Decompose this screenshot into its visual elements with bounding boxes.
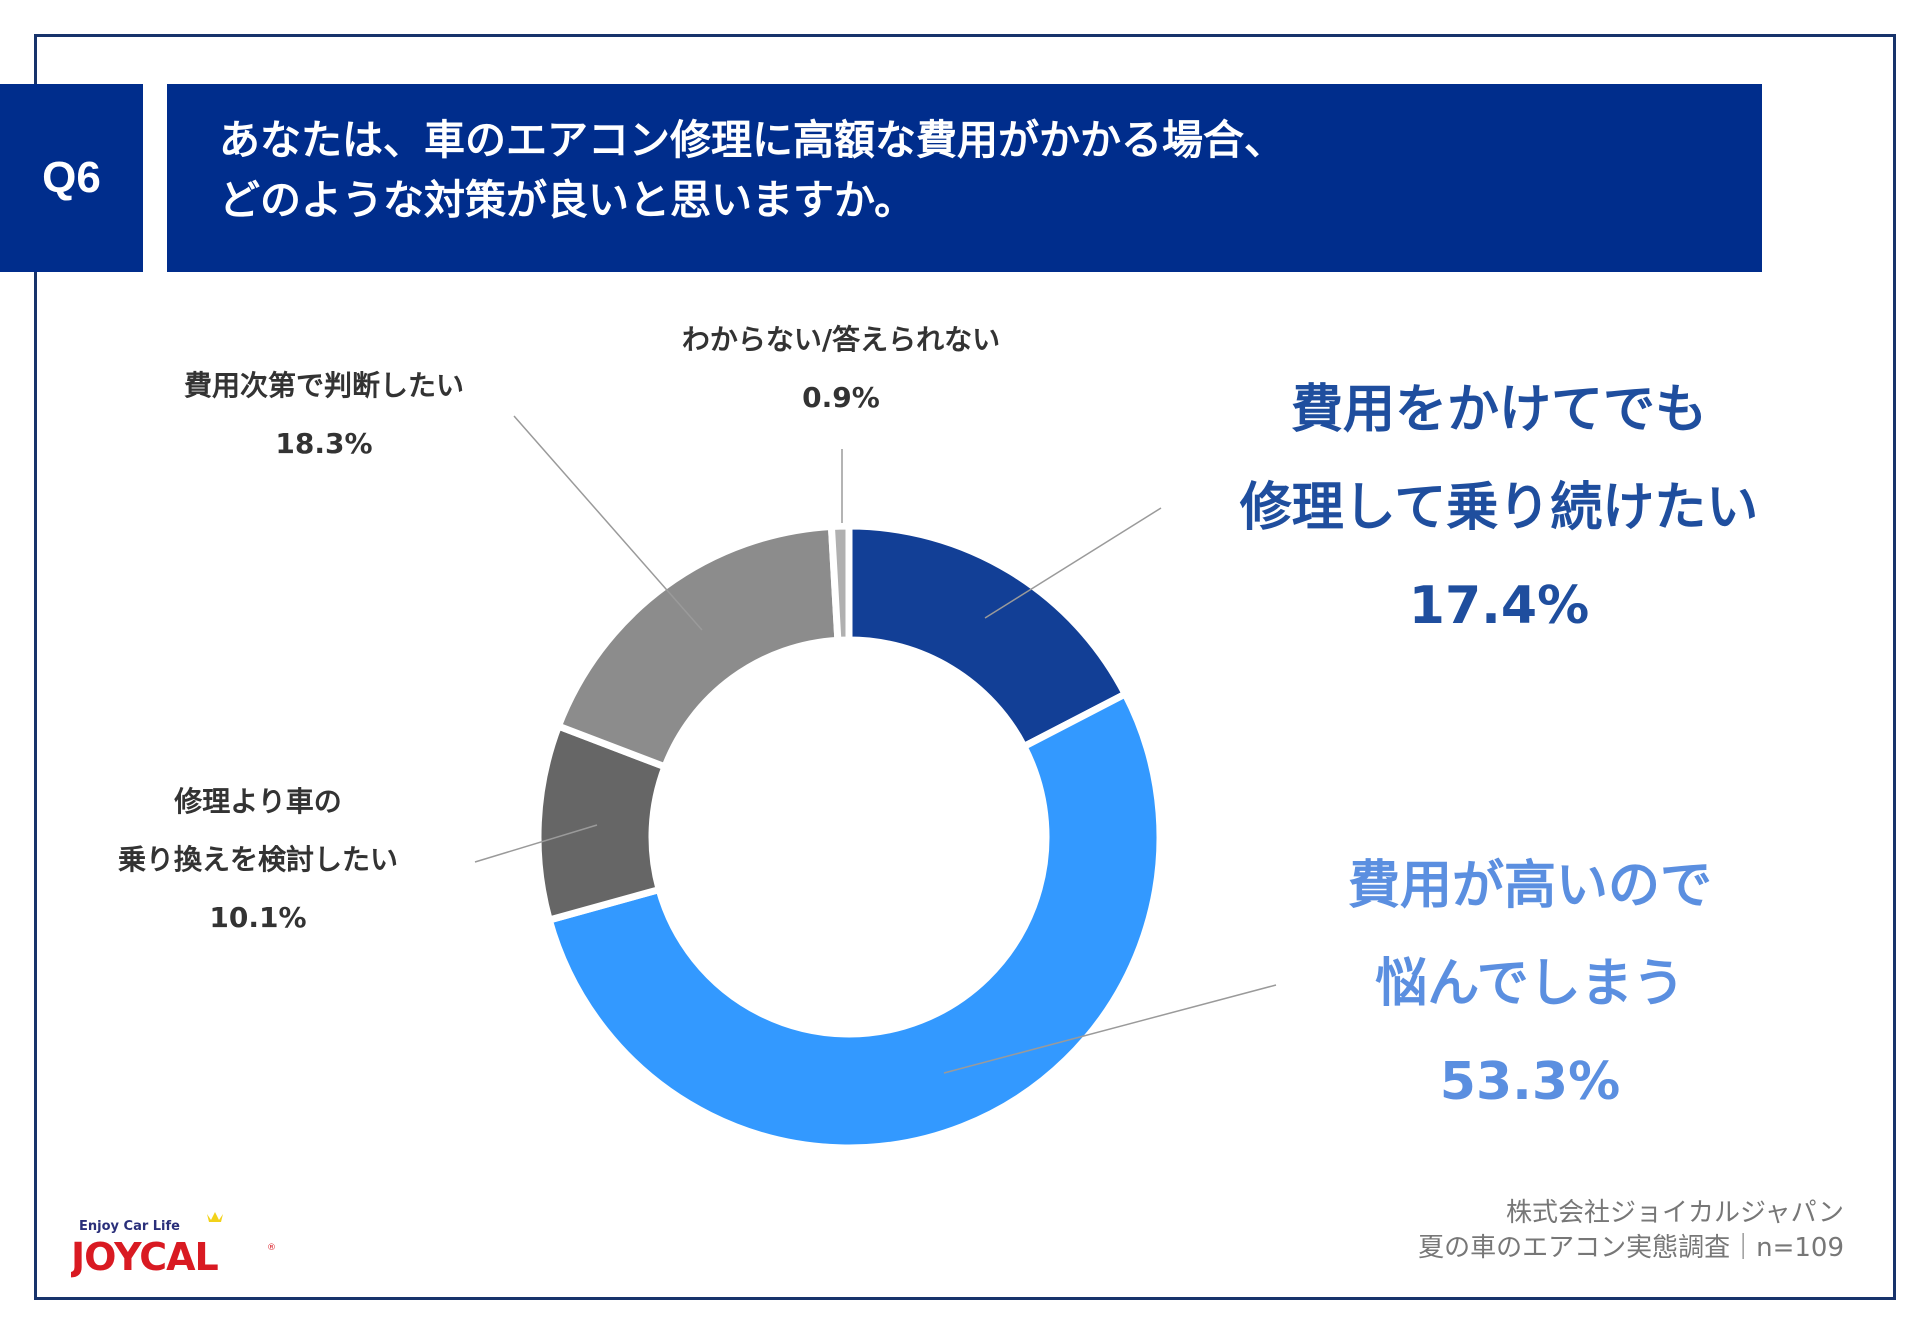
donut-slice-3 [553, 522, 842, 772]
slice-label-keep-repairing: 費用をかけてでも 修理して乗り続けたい 17.4% [1240, 361, 1758, 655]
slice-label-line: 修理より車の [174, 785, 342, 818]
question-title-line-1: あなたは、車のエアコン修理に高額な費用がかかる場合、 [219, 116, 1285, 164]
slice-value: 18.3% [275, 427, 373, 460]
slice-label-line: わからない/答えられない [681, 323, 1001, 356]
donut-slice-4 [827, 522, 853, 645]
question-number-badge: Q6 [0, 84, 143, 272]
slice-label-line: 費用が高いので [1347, 856, 1713, 916]
svg-text:Enjoy Car Life: Enjoy Car Life [79, 1219, 180, 1234]
slice-value: 53.3% [1439, 1052, 1621, 1112]
svg-text:JOYCAL: JOYCAL [71, 1235, 219, 1278]
donut-slice-1 [544, 689, 1164, 1152]
question-title-line-2: どのような対策が良いと思いますか。 [219, 176, 916, 224]
question-title: あなたは、車のエアコン修理に高額な費用がかかる場合、 どのような対策が良いと思い… [167, 84, 1762, 272]
footer-company: 株式会社ジョイカルジャパン [1505, 1198, 1844, 1228]
slice-value: 10.1% [209, 901, 307, 934]
footer-survey: 夏の車のエアコン実態調査｜n=109 [1418, 1233, 1844, 1263]
slide-frame [34, 34, 1896, 1300]
slice-label-worried: 費用が高いので 悩んでしまう 53.3% [1348, 837, 1712, 1131]
slice-label-line: 費用次第で判断したい [183, 369, 465, 402]
leader-line-slice-3 [513, 415, 703, 631]
svg-text:®: ® [267, 1243, 276, 1253]
joycal-logo: Enjoy Car Life JOYCAL ® [71, 1212, 276, 1278]
leader-line-slice-2 [474, 824, 598, 863]
slice-label-line: 費用をかけてでも [1290, 380, 1708, 440]
footer-source: 株式会社ジョイカルジャパン 夏の車のエアコン実態調査｜n=109 [1418, 1196, 1844, 1266]
slice-label-line: 乗り換えを検討したい [117, 843, 399, 876]
slice-label-depends-on-cost: 費用次第で判断したい 18.3% [184, 357, 464, 473]
leader-line-slice-0 [984, 507, 1162, 619]
leader-line-slice-1 [943, 984, 1277, 1074]
slice-value: 17.4% [1408, 576, 1590, 636]
slice-label-line: 修理して乗り続けたい [1239, 478, 1759, 538]
slice-label-replace-car: 修理より車の 乗り換えを検討したい 10.1% [118, 773, 398, 947]
donut-slice-0 [845, 522, 1130, 752]
slice-label-dont-know: わからない/答えられない 0.9% [682, 311, 1000, 427]
slice-label-line: 悩んでしまう [1375, 954, 1685, 1014]
slice-value: 0.9% [802, 381, 880, 414]
